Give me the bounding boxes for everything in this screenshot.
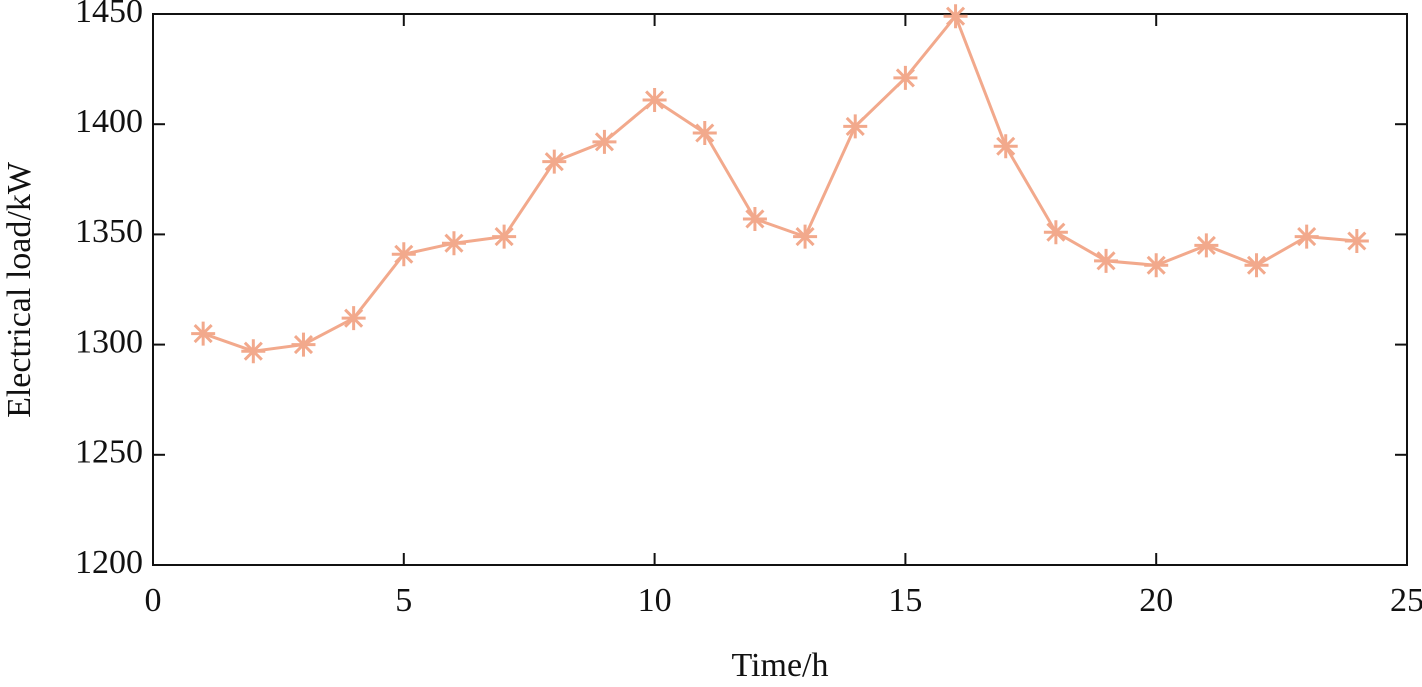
data-marker xyxy=(241,339,266,364)
data-marker xyxy=(1144,253,1169,278)
x-tick-label: 25 xyxy=(1390,582,1422,619)
data-marker xyxy=(291,332,316,357)
y-axis-label: Electrical load/kW xyxy=(1,161,38,418)
x-tick-label: 15 xyxy=(888,582,922,619)
data-marker xyxy=(993,134,1018,159)
y-tick-label: 1250 xyxy=(75,434,143,471)
data-marker xyxy=(742,206,767,231)
data-marker xyxy=(1244,253,1269,278)
data-marker xyxy=(642,87,667,112)
x-tick-label: 20 xyxy=(1139,582,1173,619)
data-marker xyxy=(843,114,868,139)
data-marker xyxy=(692,121,717,146)
data-marker xyxy=(441,231,466,256)
data-marker xyxy=(391,242,416,267)
data-marker xyxy=(943,4,968,29)
x-tick-label: 5 xyxy=(395,582,412,619)
data-marker xyxy=(492,224,517,249)
data-line xyxy=(202,13,1357,353)
data-marker xyxy=(592,129,617,154)
y-tick-label: 1300 xyxy=(75,323,143,360)
data-marker xyxy=(542,149,567,174)
data-marker xyxy=(793,224,818,249)
y-tick-label: 1200 xyxy=(75,544,143,581)
data-marker xyxy=(1043,220,1068,245)
y-tick-label: 1450 xyxy=(75,0,143,30)
x-axis-label: Time/h xyxy=(731,647,828,684)
data-marker xyxy=(893,65,918,90)
y-tick-label: 1350 xyxy=(75,213,143,250)
x-tick-label: 10 xyxy=(638,582,672,619)
plot-frame xyxy=(152,13,1408,566)
data-marker xyxy=(1294,224,1319,249)
data-marker xyxy=(1094,248,1119,273)
data-marker xyxy=(1344,229,1369,254)
y-tick-label: 1400 xyxy=(75,103,143,140)
data-marker xyxy=(341,306,366,331)
x-tick-label: 0 xyxy=(145,582,162,619)
data-marker xyxy=(191,321,216,346)
data-marker xyxy=(1194,233,1219,258)
